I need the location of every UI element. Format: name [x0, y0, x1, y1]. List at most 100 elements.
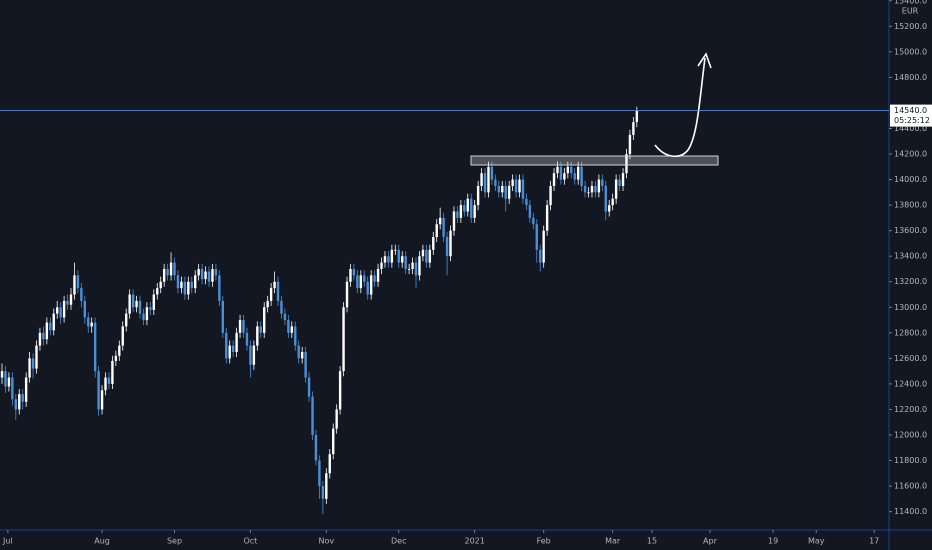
candle-body [166, 268, 169, 276]
candle-body [463, 205, 466, 212]
y-tick-label: 14000.0 [894, 175, 927, 184]
candle-body [73, 275, 76, 295]
y-tick-label: 13000.0 [894, 303, 927, 312]
last-price-label: 14540.0 [894, 106, 927, 115]
candle-body [211, 268, 214, 282]
candle-body [497, 185, 501, 193]
countdown: 05:25:12 [894, 116, 930, 125]
y-tick-label: 13200.0 [894, 277, 927, 286]
candle-body [138, 300, 142, 314]
candles [0, 106, 639, 515]
candle-body [490, 166, 494, 180]
candle-body [521, 179, 525, 199]
candle-body [549, 185, 552, 206]
x-tick-label: Jul [2, 537, 13, 546]
y-tick-label: 12000.0 [894, 430, 927, 439]
candle-body [69, 294, 73, 305]
candle-body [559, 166, 563, 180]
candle-body [573, 173, 576, 180]
candle-body [514, 179, 518, 193]
candle-body [149, 307, 152, 310]
candle-body [145, 307, 149, 321]
candle-body [438, 217, 442, 225]
candle-body [504, 185, 507, 199]
candle-body [404, 256, 407, 269]
candle-body [342, 307, 345, 372]
y-tick-label: 15200.0 [894, 22, 927, 31]
y-tick-label: 15400.0 [894, 0, 927, 5]
candle-body [294, 326, 297, 346]
y-tick-label: 13600.0 [894, 226, 927, 235]
candle-body [49, 322, 52, 331]
candle-body [338, 371, 342, 410]
candle-body [173, 262, 176, 276]
candle-body [24, 377, 28, 402]
candle-body [539, 249, 542, 263]
candle-body [532, 217, 535, 225]
candle-body [611, 198, 614, 206]
x-tick-label: 19 [768, 537, 778, 546]
candle-body [494, 179, 497, 186]
candle-body [245, 332, 249, 346]
candle-body [59, 307, 62, 318]
candle-body [383, 256, 387, 263]
x-tick-label: Oct [243, 537, 257, 546]
candle-body [407, 268, 411, 270]
candle-body [290, 326, 294, 333]
candle-body [200, 268, 204, 280]
candle-body [356, 275, 359, 289]
candle-body [604, 185, 607, 212]
candle-body [335, 409, 338, 429]
y-tick-label: 11600.0 [894, 482, 927, 491]
y-tick-label: 13800.0 [894, 201, 927, 210]
candle-body [511, 179, 514, 186]
candle-body [614, 179, 618, 199]
x-tick-label: Mar [605, 537, 621, 546]
candle-body [42, 332, 45, 340]
candle-body [566, 166, 570, 174]
candle-body [590, 185, 594, 193]
candle-body [159, 281, 162, 289]
candle-body [325, 473, 328, 499]
candle-body [432, 237, 435, 250]
candle-body [628, 134, 632, 155]
candle-body [507, 185, 511, 199]
candle-body [225, 332, 228, 359]
candle-body [118, 345, 121, 356]
candle-body [280, 300, 283, 314]
candle-body [131, 294, 135, 308]
candle-body [62, 300, 66, 318]
candle-body [397, 249, 400, 263]
candle-body [366, 281, 369, 295]
candle-body [576, 166, 580, 180]
candle-body [373, 275, 376, 282]
candle-body [476, 185, 480, 206]
candle-body [142, 313, 145, 321]
candle-body [156, 288, 159, 295]
candle-body [411, 262, 414, 269]
candle-body [187, 281, 190, 295]
candle-body [414, 262, 418, 276]
candle-body [556, 166, 559, 174]
y-tick-label: 14200.0 [894, 150, 927, 159]
candle-body [218, 275, 221, 301]
candle-body [38, 332, 42, 346]
candle-body [369, 275, 373, 295]
candle-body [625, 154, 628, 174]
candle-body [269, 288, 273, 301]
candle-body [190, 281, 193, 289]
candle-body [570, 166, 573, 174]
candle-body [352, 268, 356, 276]
candle-body [304, 351, 307, 378]
arrow-head [697, 52, 712, 69]
candle-body [608, 205, 611, 212]
candle-body [618, 179, 621, 186]
candle-body [307, 377, 311, 397]
y-tick-label: 13400.0 [894, 252, 927, 261]
candle-body [297, 345, 300, 359]
candle-body [128, 294, 131, 314]
candle-body [380, 262, 383, 269]
x-tick-label: Nov [319, 537, 335, 546]
